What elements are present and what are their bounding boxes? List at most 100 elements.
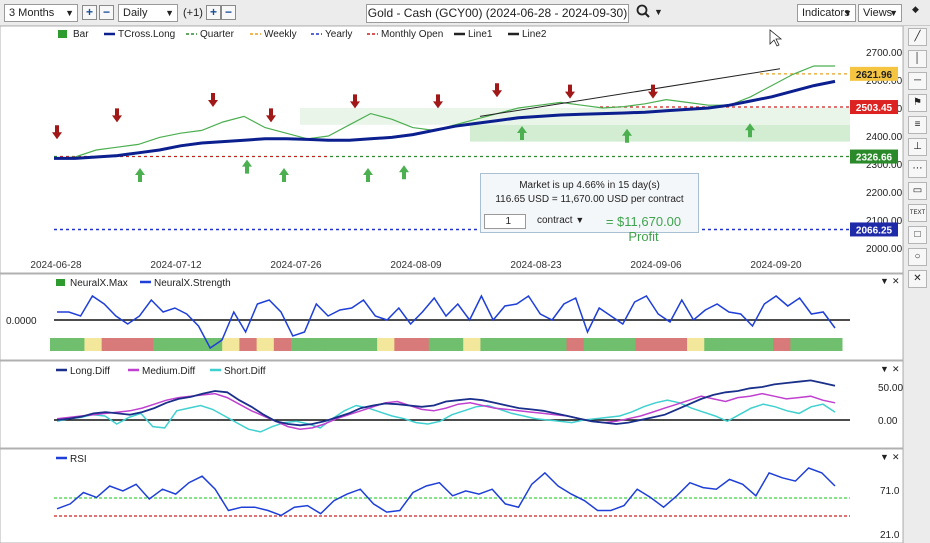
panel-menu-icon: ▼ bbox=[880, 364, 889, 374]
indicators-label: Indicators bbox=[802, 7, 850, 19]
date-axis-tick: 2024-09-20 bbox=[750, 260, 802, 271]
price-label: 2503.45 bbox=[856, 103, 893, 114]
neuralx-state-cell bbox=[411, 338, 430, 351]
chat-tool-icon[interactable]: ▭ bbox=[908, 182, 927, 200]
text-tool-label: TEXT bbox=[909, 210, 926, 216]
neuralx-state-cell bbox=[687, 338, 705, 351]
short-diff-line bbox=[56, 399, 836, 433]
date-axis-tick: 2024-09-06 bbox=[630, 260, 682, 271]
down-arrow-icon bbox=[52, 125, 62, 140]
neuralx-state-cell bbox=[704, 338, 722, 351]
date-axis-tick: 2024-07-26 bbox=[270, 260, 322, 271]
callout-tool-icon[interactable]: ⋯ bbox=[908, 160, 927, 178]
measure-tool-icon[interactable]: ⊥ bbox=[908, 138, 927, 156]
symbol-title: Gold - Cash (GCY00) (2024-06-28 - 2024-0… bbox=[367, 6, 628, 20]
date-axis-tick: 2024-08-23 bbox=[510, 260, 562, 271]
legend-entry: Quarter bbox=[200, 29, 235, 40]
contract-select[interactable]: contract ▼ bbox=[537, 215, 584, 226]
pointer-tool-icon[interactable]: ⚑ bbox=[908, 94, 927, 112]
line-tool-icon[interactable]: ╱ bbox=[908, 28, 927, 46]
neuralx-state-cell bbox=[669, 338, 688, 351]
ellipse-tool-icon[interactable]: ○ bbox=[908, 248, 927, 266]
legend-entry: NeuralX.Max bbox=[70, 278, 128, 289]
up-arrow-icon bbox=[399, 165, 409, 180]
neuralx-state-cell bbox=[222, 338, 240, 351]
cursor-icon bbox=[769, 29, 783, 47]
interval-select[interactable]: Daily ▼ bbox=[118, 4, 178, 22]
down-arrow-icon bbox=[208, 93, 218, 107]
panel-close-icon: ✕ bbox=[892, 364, 900, 374]
profit-popup: Market is up 4.66% in 15 day(s) 116.65 U… bbox=[480, 173, 699, 244]
neuralx-state-cell bbox=[50, 338, 68, 351]
price-label: 2326.66 bbox=[856, 153, 893, 164]
price-label: 2621.96 bbox=[856, 70, 893, 81]
price-label: 2066.25 bbox=[856, 225, 893, 236]
views-button[interactable]: Views ▼ bbox=[858, 4, 902, 22]
chevron-down-icon: ▼ bbox=[65, 8, 74, 18]
date-axis-tick: 2024-06-28 bbox=[30, 260, 82, 271]
range-select[interactable]: 3 Months ▼ bbox=[4, 4, 78, 22]
neuralx-state-cell bbox=[514, 338, 533, 351]
neuralx-state-cell bbox=[256, 338, 275, 351]
chevron-down-icon: ▼ bbox=[165, 8, 174, 18]
chevron-down-icon: ▼ bbox=[889, 8, 898, 18]
chevron-down-icon: ▼ bbox=[843, 8, 852, 18]
vertical-line-tool-icon[interactable]: │ bbox=[908, 50, 927, 68]
neuralx-state-cell bbox=[394, 338, 413, 351]
text-tool-icon[interactable]: TEXT bbox=[908, 204, 927, 222]
neuralx-state-cell bbox=[377, 338, 395, 351]
range-value: 3 Months bbox=[9, 7, 55, 19]
step-plus-button[interactable]: + bbox=[206, 5, 221, 20]
neuralx-state-cell bbox=[721, 338, 740, 351]
zoom-out-button[interactable]: − bbox=[99, 5, 114, 20]
neuralx-state-cell bbox=[583, 338, 602, 351]
fib-tool-icon[interactable]: ≡ bbox=[908, 116, 927, 134]
price-label-box bbox=[850, 66, 898, 81]
close-tool-icon[interactable]: ✕ bbox=[908, 270, 927, 288]
neuralx-panel: 0.0000 NeuralX.Max NeuralX.Strength ▼ ✕ bbox=[0, 273, 903, 361]
legend-entry: NeuralX.Strength bbox=[154, 278, 231, 289]
neuralx-state-cell bbox=[600, 338, 619, 351]
search-dropdown-icon[interactable]: ▼ bbox=[654, 7, 663, 17]
support-zone-light bbox=[300, 108, 850, 125]
quantity-value: 1 bbox=[505, 216, 511, 227]
chart-area[interactable]: 2000.002100.002200.002300.002400.002500.… bbox=[0, 26, 903, 543]
price-label-box bbox=[850, 222, 898, 237]
zoom-in-button[interactable]: + bbox=[82, 5, 97, 20]
horizontal-line-tool-icon[interactable]: ─ bbox=[908, 72, 927, 90]
neuralx-state-cell bbox=[118, 338, 137, 351]
neuralx-state-cell bbox=[101, 338, 120, 351]
symbol-title-box[interactable]: Gold - Cash (GCY00) (2024-06-28 - 2024-0… bbox=[366, 4, 629, 23]
price-panel: 2000.002100.002200.002300.002400.002500.… bbox=[0, 26, 903, 274]
neuralx-state-cell bbox=[618, 338, 636, 351]
rsi-axis-tick: 71.0 bbox=[880, 486, 900, 497]
rsi-frame bbox=[0, 448, 903, 543]
diff-panel: 50.00 0.00 Long.Diff Medium.Diff Short.Diff ▼… bbox=[0, 360, 903, 449]
price-axis-tick: 2100.00 bbox=[866, 216, 903, 227]
diff-frame bbox=[0, 360, 903, 449]
down-arrow-icon bbox=[266, 108, 276, 123]
price-axis-tick: 2300.00 bbox=[866, 160, 903, 171]
search-icon[interactable] bbox=[636, 4, 650, 23]
step-label: (+1) bbox=[183, 7, 203, 19]
neuralx-state-cell bbox=[308, 338, 326, 351]
pin-icon[interactable]: ◆ bbox=[912, 4, 919, 14]
price-axis-tick: 2400.00 bbox=[866, 132, 903, 143]
neuralx-state-cell bbox=[273, 338, 292, 351]
rectangle-tool-icon[interactable]: □ bbox=[908, 226, 927, 244]
step-minus-button[interactable]: − bbox=[221, 5, 236, 20]
panel-close-icon: ✕ bbox=[892, 276, 900, 286]
up-arrow-icon bbox=[363, 168, 373, 182]
legend-entry: Yearly bbox=[325, 29, 352, 40]
up-arrow-icon bbox=[279, 168, 289, 182]
diff-axis-tick: 50.00 bbox=[878, 383, 903, 394]
indicators-button[interactable]: Indicators ▼ bbox=[797, 4, 856, 22]
neuralx-state-cell bbox=[446, 338, 464, 351]
neuralx-state-cell bbox=[773, 338, 791, 351]
neuralx-state-cell bbox=[428, 338, 447, 351]
neuralx-state-cell bbox=[342, 338, 361, 351]
quantity-stepper[interactable]: 1 bbox=[484, 214, 526, 229]
neuralx-state-cell bbox=[153, 338, 172, 351]
neuralx-state-cell bbox=[291, 338, 309, 351]
neuralx-state-cell bbox=[67, 338, 85, 351]
